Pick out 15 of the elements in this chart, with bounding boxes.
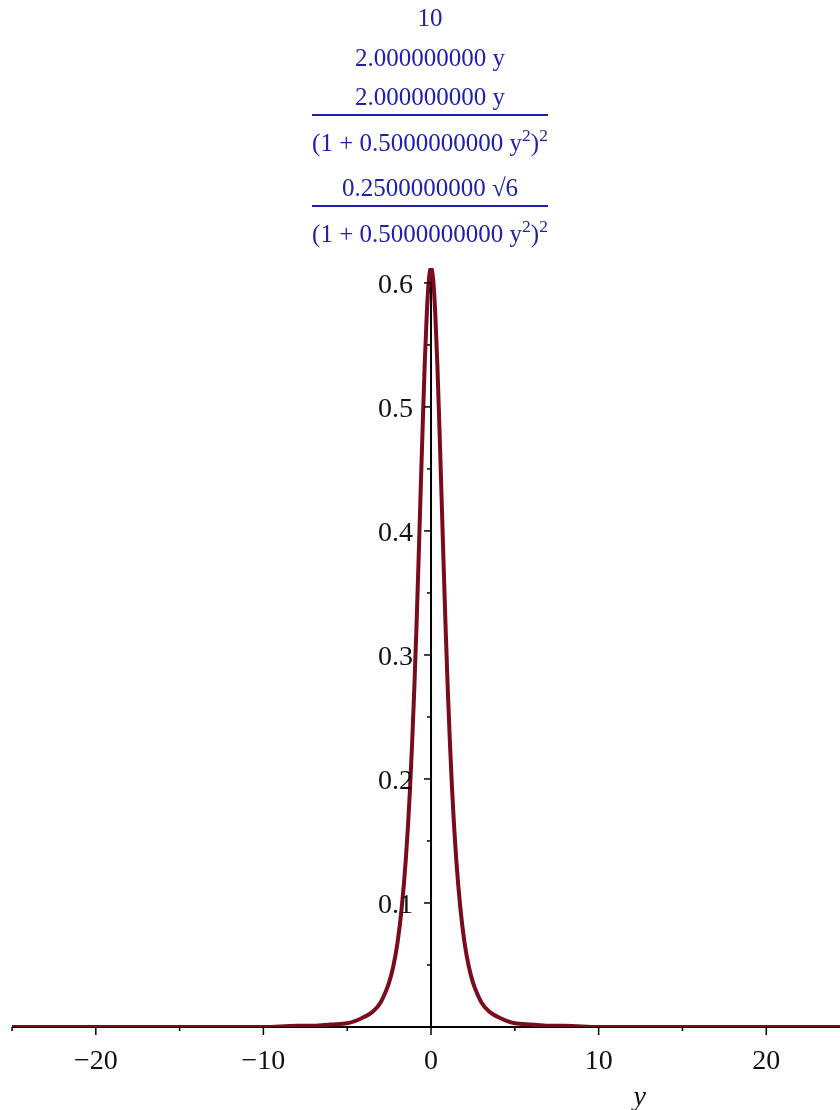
- text: 0.2500000000 √6: [341, 173, 519, 203]
- y-tick-label: 0.4: [378, 515, 414, 547]
- x-tick-label: 0: [424, 1044, 439, 1075]
- x-tick-label: 20: [752, 1044, 781, 1075]
- y-tick-label: 0.3: [378, 639, 414, 671]
- text: 2.000000000 y: [354, 82, 505, 112]
- text: 10: [417, 3, 443, 33]
- text: (1 + 0.5000000000 y$^{2}$)$^{2}$: [312, 214, 548, 250]
- x-tick-label: −20: [73, 1044, 118, 1075]
- y-tick-label: 0.6: [378, 267, 414, 299]
- text: 2.000000000 y: [355, 43, 505, 73]
- text: (1 + 0.5000000000 y$^{2}$)$^{2}$: [312, 123, 548, 159]
- y-tick-label: 0.5: [378, 391, 414, 423]
- x-tick-label: 10: [584, 1044, 613, 1075]
- x-tick-label: −10: [241, 1044, 286, 1075]
